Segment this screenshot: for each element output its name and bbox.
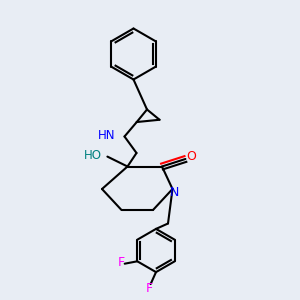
Text: O: O [187, 149, 196, 163]
Text: F: F [146, 282, 153, 295]
Text: HN: HN [98, 129, 116, 142]
Text: N: N [169, 185, 179, 199]
Text: F: F [118, 256, 125, 269]
Text: HO: HO [84, 148, 102, 162]
